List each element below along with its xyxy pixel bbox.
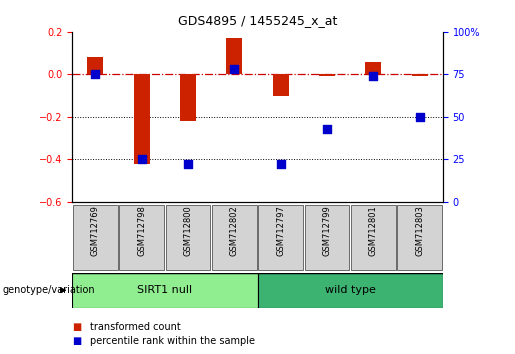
Text: transformed count: transformed count xyxy=(90,322,181,332)
Text: genotype/variation: genotype/variation xyxy=(3,285,95,295)
Bar xyxy=(87,57,104,74)
Text: ■: ■ xyxy=(72,322,81,332)
Point xyxy=(323,126,331,132)
Bar xyxy=(180,74,196,121)
Point xyxy=(230,67,238,72)
Bar xyxy=(212,205,256,270)
Bar xyxy=(305,205,349,270)
Text: GSM712803: GSM712803 xyxy=(415,205,424,256)
Bar xyxy=(319,74,335,76)
Bar xyxy=(133,74,150,164)
Point xyxy=(91,72,99,77)
Bar xyxy=(272,74,289,96)
Text: GSM712800: GSM712800 xyxy=(183,205,193,256)
Bar xyxy=(166,205,210,270)
Text: wild type: wild type xyxy=(325,285,375,295)
Point xyxy=(277,161,285,167)
Text: GSM712799: GSM712799 xyxy=(322,205,332,256)
Point xyxy=(138,156,146,162)
Text: GDS4895 / 1455245_x_at: GDS4895 / 1455245_x_at xyxy=(178,14,337,27)
Point xyxy=(416,114,424,120)
Point xyxy=(184,161,192,167)
Bar xyxy=(119,205,164,270)
Bar xyxy=(226,38,243,74)
Point xyxy=(369,73,377,79)
Bar xyxy=(72,273,258,308)
Text: GSM712801: GSM712801 xyxy=(369,205,378,256)
Text: percentile rank within the sample: percentile rank within the sample xyxy=(90,336,255,346)
Text: GSM712802: GSM712802 xyxy=(230,205,239,256)
Bar xyxy=(398,205,442,270)
Bar xyxy=(411,74,428,76)
Bar xyxy=(258,273,443,308)
Text: ■: ■ xyxy=(72,336,81,346)
Bar xyxy=(351,205,396,270)
Bar xyxy=(73,205,117,270)
Bar xyxy=(259,205,303,270)
Text: GSM712769: GSM712769 xyxy=(91,205,100,256)
Text: GSM712798: GSM712798 xyxy=(137,205,146,256)
Text: GSM712797: GSM712797 xyxy=(276,205,285,256)
Text: SIRT1 null: SIRT1 null xyxy=(137,285,193,295)
Bar xyxy=(365,62,382,74)
